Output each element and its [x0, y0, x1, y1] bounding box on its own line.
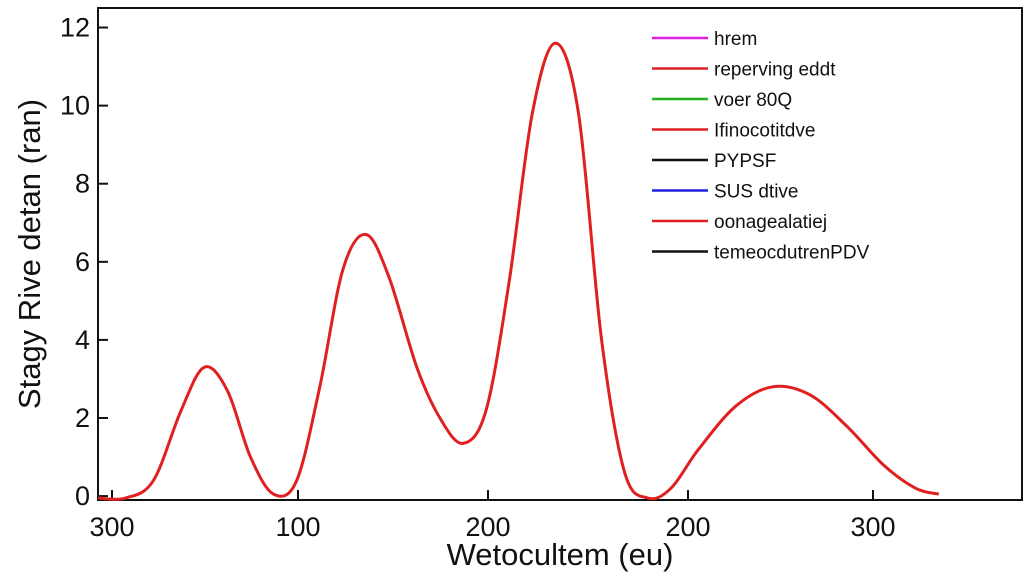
x-tick-label: 200	[665, 512, 710, 542]
x-axis-title: Wetocultem (eu)	[447, 537, 674, 572]
legend-label: temeocdutrenPDV	[714, 243, 870, 264]
series-layer	[97, 41, 940, 501]
legend-label: Ifinocotitdve	[714, 121, 815, 142]
y-axis-title: Stagy Rive detan (ran)	[12, 99, 47, 409]
x-tick-label: 200	[465, 512, 510, 542]
y-tick-label: 10	[60, 91, 90, 121]
legend-label: reperving eddt	[714, 60, 836, 81]
plot-area	[97, 7, 1023, 501]
y-tick-label: 12	[60, 13, 90, 43]
legend-label: oonagealatiej	[714, 212, 827, 233]
y-tick-label: 6	[75, 247, 90, 277]
x-tick-label: 100	[275, 512, 320, 542]
legend-label: hrem	[714, 29, 757, 50]
y-tick-label: 4	[75, 325, 90, 355]
legend: hrem reperving eddt voer 80Q Ifinocotitdve P…	[652, 29, 870, 264]
y-tick-label: 8	[75, 169, 90, 199]
legend-label: SUS dtive	[714, 182, 798, 203]
x-tick-label: 300	[89, 512, 134, 542]
x-tick-label: 300	[850, 512, 895, 542]
legend-label: voer 80Q	[714, 90, 792, 111]
y-tick-label: 0	[75, 481, 90, 511]
series-line	[97, 41, 940, 501]
y-axis-ticks: 0 2 4 6 8 10 12	[60, 13, 108, 511]
y-tick-label: 2	[75, 403, 90, 433]
legend-label: PYPSF	[714, 151, 776, 172]
x-axis-ticks: 300 100 200 200 300	[89, 490, 896, 542]
